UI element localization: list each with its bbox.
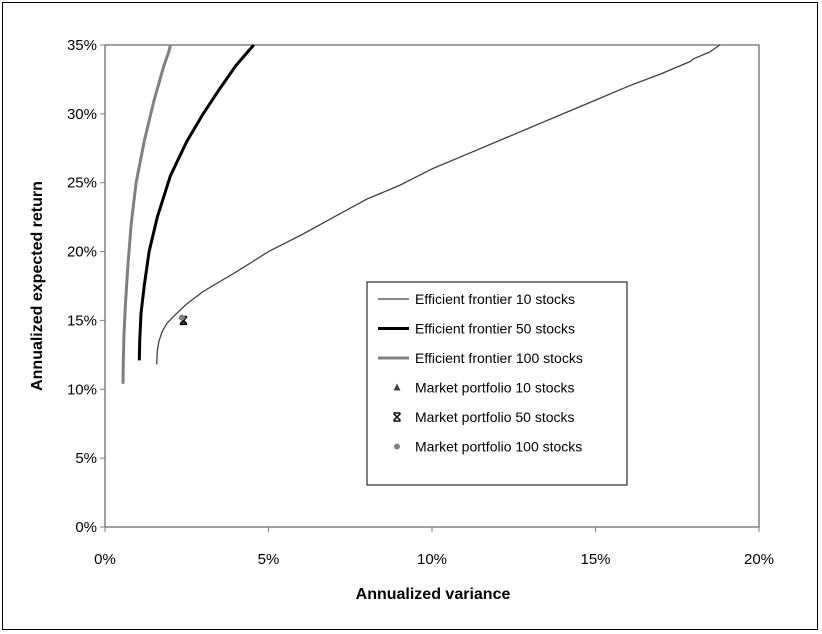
- legend: Efficient frontier 10 stocks Efficient fr…: [366, 281, 628, 486]
- series-line-1: [137, 44, 255, 361]
- y-tick-label: 30%: [67, 106, 97, 123]
- y-axis-ticks: 0% 5% 10% 15% 20% 25% 30% 35%: [67, 37, 105, 536]
- y-tick-label: 15%: [67, 312, 97, 329]
- legend-label-4: Market portfolio 50 stocks: [415, 409, 575, 425]
- legend-label-5: Market portfolio 100 stocks: [415, 439, 582, 455]
- x-axis-ticks: 0% 5% 10% 15% 20%: [94, 527, 774, 568]
- market-marker-4-stroke: [179, 316, 188, 325]
- y-tick-label: 0%: [75, 519, 97, 536]
- x-tick-label: 15%: [580, 551, 610, 568]
- y-tick-label: 5%: [75, 450, 97, 467]
- y-tick-label: 25%: [67, 175, 97, 192]
- y-tick-label: 20%: [67, 244, 97, 261]
- legend-swatch-4: [393, 412, 401, 422]
- legend-label-3: Market portfolio 10 stocks: [415, 380, 575, 396]
- series-line-0: [156, 44, 721, 365]
- x-tick-label: 5%: [258, 551, 280, 568]
- y-axis-title: Annualized expected return: [29, 181, 46, 391]
- x-tick-label: 10%: [417, 551, 447, 568]
- legend-swatch-4-stroke: [393, 413, 401, 421]
- x-axis-title: Annualized variance: [356, 586, 511, 603]
- market-portfolio-markers: [178, 314, 188, 326]
- legend-label-0: Efficient frontier 10 stocks: [415, 291, 575, 307]
- series-line-2: [121, 44, 172, 384]
- legend-swatch-3: [393, 383, 401, 391]
- legend-box: [366, 281, 628, 486]
- market-marker-5: [178, 314, 185, 321]
- x-tick-label: 20%: [744, 551, 774, 568]
- x-tick-label: 0%: [94, 551, 116, 568]
- y-tick-label: 35%: [67, 37, 97, 54]
- frontier-lines: [121, 44, 721, 384]
- y-tick-label: 10%: [67, 381, 97, 398]
- legend-label-2: Efficient frontier 100 stocks: [415, 350, 583, 366]
- legend-label-1: Efficient frontier 50 stocks: [415, 321, 575, 337]
- legend-swatch-5: [394, 443, 400, 450]
